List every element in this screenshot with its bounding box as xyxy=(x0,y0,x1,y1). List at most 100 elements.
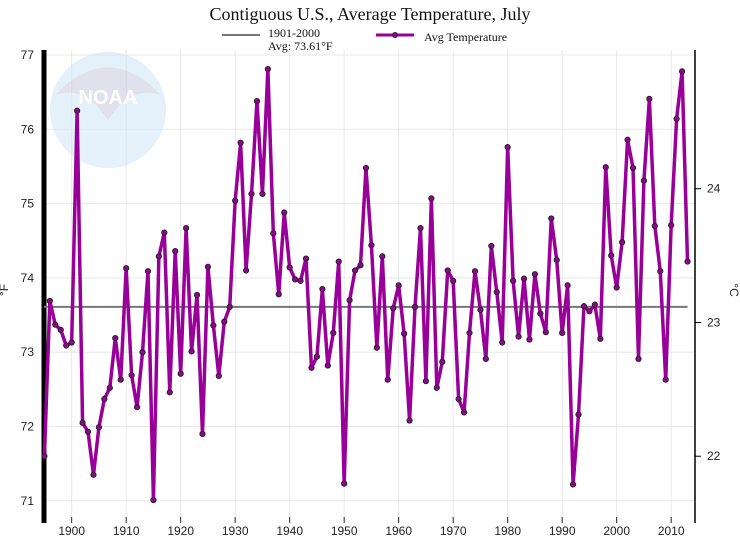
data-point xyxy=(128,372,135,379)
data-point xyxy=(204,263,212,270)
data-point xyxy=(150,496,157,504)
data-point xyxy=(341,480,348,487)
data-point xyxy=(286,264,293,271)
data-point xyxy=(232,197,239,204)
data-point xyxy=(275,291,282,298)
y-tick-label: 73 xyxy=(21,345,35,359)
data-point xyxy=(237,139,244,146)
x-tick-label: 1950 xyxy=(331,524,358,538)
data-point xyxy=(504,144,511,151)
data-point xyxy=(635,355,642,362)
data-point xyxy=(46,297,53,305)
y-right-tick-label: 22 xyxy=(707,449,721,463)
data-point xyxy=(482,355,489,362)
data-point xyxy=(559,329,566,336)
data-point xyxy=(384,376,391,383)
data-point xyxy=(259,190,266,198)
data-point xyxy=(569,481,577,488)
data-point xyxy=(411,303,419,310)
data-point xyxy=(193,291,201,299)
data-point xyxy=(221,318,228,325)
data-point xyxy=(684,258,691,265)
data-point xyxy=(101,395,108,403)
data-point xyxy=(210,322,217,329)
data-point xyxy=(177,370,184,377)
x-tick-label: 2010 xyxy=(658,524,685,538)
data-point xyxy=(460,409,468,416)
data-point xyxy=(297,277,304,284)
data-point xyxy=(542,329,549,336)
data-point xyxy=(450,277,457,284)
x-tick-label: 1930 xyxy=(222,524,249,538)
data-point xyxy=(248,190,255,198)
data-point xyxy=(52,321,59,328)
data-point xyxy=(613,284,620,291)
data-point xyxy=(183,225,190,232)
data-point xyxy=(281,209,288,216)
data-point xyxy=(84,428,92,435)
data-point xyxy=(602,164,609,171)
noaa-logo-bird xyxy=(55,67,161,120)
data-point xyxy=(253,97,261,105)
data-point xyxy=(564,282,571,289)
y-tick-label: 77 xyxy=(21,48,35,62)
data-point xyxy=(63,342,70,349)
data-point xyxy=(401,330,408,337)
data-point xyxy=(493,288,500,296)
y-tick-label: 72 xyxy=(21,420,35,434)
data-point xyxy=(215,372,222,380)
legend-series-marker xyxy=(392,32,398,38)
data-point xyxy=(41,453,48,460)
data-point xyxy=(172,248,179,255)
data-point xyxy=(292,276,299,283)
series-points xyxy=(41,66,691,504)
data-point xyxy=(422,378,430,385)
data-point xyxy=(79,419,86,426)
data-point xyxy=(302,255,310,262)
data-point xyxy=(270,230,277,237)
y-tick-label: 74 xyxy=(21,271,35,285)
data-point xyxy=(144,268,152,275)
data-point xyxy=(428,195,435,202)
data-point xyxy=(57,326,64,334)
data-point xyxy=(624,136,631,143)
data-point xyxy=(668,222,675,229)
data-point xyxy=(362,164,370,172)
legend: 1901-2000 Avg: 73.61°F Avg Temperature xyxy=(222,26,507,53)
data-point xyxy=(608,252,615,259)
noaa-logo-text: NOAA xyxy=(79,87,138,109)
data-point xyxy=(406,417,413,424)
data-point xyxy=(357,262,364,269)
data-point xyxy=(226,303,233,310)
data-point xyxy=(520,275,528,282)
x-tick-label: 1900 xyxy=(58,524,85,538)
data-point xyxy=(591,301,598,308)
data-point xyxy=(74,107,81,114)
data-point xyxy=(123,265,130,272)
data-point xyxy=(264,66,271,73)
x-tick-label: 1970 xyxy=(440,524,467,538)
data-point xyxy=(499,339,506,346)
data-point xyxy=(515,333,522,340)
y-right-tick-label: 23 xyxy=(707,315,721,329)
data-point xyxy=(531,271,539,278)
data-point xyxy=(580,303,588,310)
data-point xyxy=(657,268,664,275)
data-point xyxy=(646,95,653,102)
data-point xyxy=(651,222,658,229)
data-point xyxy=(477,306,484,313)
data-point xyxy=(619,239,626,246)
data-point xyxy=(488,242,495,250)
data-point xyxy=(553,256,560,264)
data-point xyxy=(395,282,402,289)
data-point xyxy=(662,376,669,383)
data-point xyxy=(166,389,173,396)
data-point xyxy=(68,339,75,346)
data-point xyxy=(188,348,195,355)
y-tick-label: 76 xyxy=(21,122,35,136)
data-point xyxy=(368,242,375,249)
noaa-logo-watermark: NOAA xyxy=(50,52,166,168)
data-point xyxy=(471,268,479,275)
y-tick-label: 75 xyxy=(21,197,35,211)
